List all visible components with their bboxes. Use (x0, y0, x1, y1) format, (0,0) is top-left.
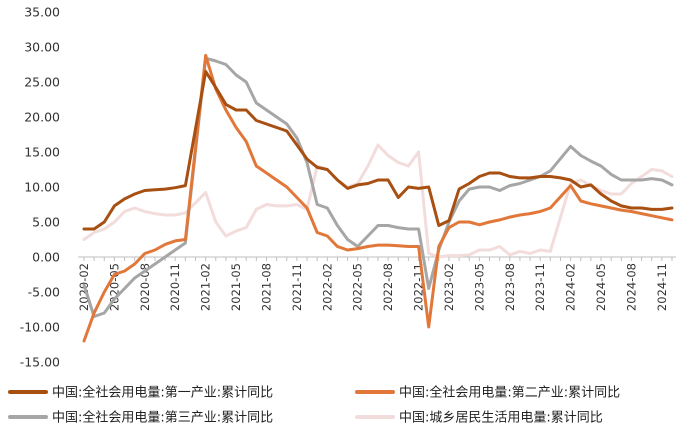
x-tick-label: 2023-11 (533, 263, 547, 311)
series-line-2 (82, 53, 674, 343)
x-tick-label: 2021-05 (229, 263, 243, 311)
x-tick-label: 2023-02 (442, 263, 456, 311)
x-tick-label: 2020-11 (168, 263, 182, 311)
x-tick-label: 2021-02 (199, 263, 213, 311)
y-tick-label: 25.00 (24, 75, 60, 90)
zero-axis-line (78, 256, 676, 261)
series-line-4 (82, 143, 674, 259)
y-tick-label: 20.00 (24, 110, 60, 125)
y-tick-label: 10.00 (24, 180, 60, 195)
y-axis: 35.00 30.00 25.00 20.00 15.00 10.00 5.00 0.00 -5… (20, 5, 60, 370)
x-tick-label: 2021-11 (290, 263, 304, 311)
legend: 中国:全社会用电量:第一产业:累计同比 中国:全社会用电量:第二产业:累计同比中国… (8, 385, 620, 426)
x-tick-label: 2024-08 (624, 263, 638, 311)
x-tick-label: 2022-08 (381, 263, 395, 311)
x-tick-label: 2021-08 (259, 263, 273, 311)
series-line-1 (82, 70, 674, 231)
plot-area (82, 53, 674, 343)
y-tick-label: 30.00 (24, 40, 60, 55)
y-tick-label: 15.00 (24, 145, 60, 160)
x-tick-label: 2023-08 (503, 263, 517, 311)
y-tick-label: 0.00 (32, 250, 60, 265)
y-tick-label: -5.00 (28, 285, 60, 300)
legend-label: 中国:全社会用电量:第一产业:累计同比 (52, 385, 273, 401)
y-tick-label: 5.00 (32, 215, 60, 230)
y-tick-label: -10.00 (20, 320, 60, 335)
x-tick-label: 2023-05 (472, 263, 486, 311)
legend-label: 中国:全社会用电量:第三产业:累计同比 (52, 410, 273, 426)
y-tick-label: 35.00 (24, 5, 60, 20)
x-tick-label: 2024-11 (655, 263, 669, 311)
legend-label: 中国:全社会用电量:第二产业:累计同比 (399, 385, 620, 401)
x-axis: 2020-02 2020-05 2020-08 2020-11 2021-02 2021-… (77, 263, 669, 311)
x-tick-label: 2024-05 (594, 263, 608, 311)
x-tick-label: 2020-05 (107, 263, 121, 311)
y-tick-label: -15.00 (20, 355, 60, 370)
x-tick-label: 2024-02 (564, 263, 578, 311)
x-tick-label: 2022-05 (351, 263, 365, 311)
series-line-3 (82, 56, 674, 318)
legend-label: 中国:城乡居民生活用电量:累计同比 (399, 411, 603, 426)
x-tick-label: 2022-02 (320, 263, 334, 311)
